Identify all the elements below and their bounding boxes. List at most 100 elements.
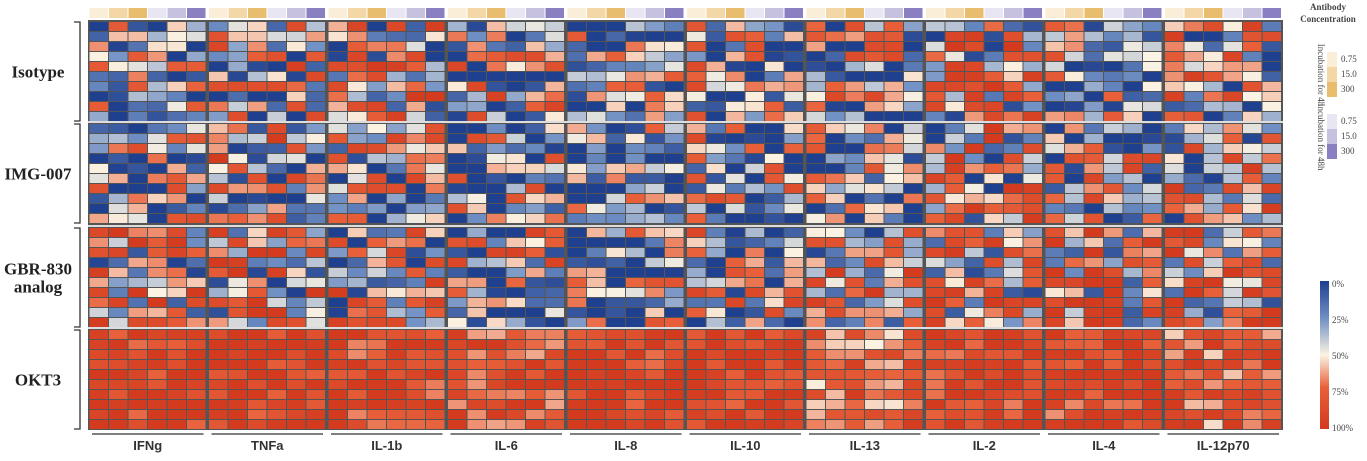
heatmap-cell	[1223, 32, 1242, 41]
heatmap-cell	[1104, 420, 1123, 429]
heatmap-cell	[526, 330, 545, 339]
heatmap-cell	[367, 248, 386, 257]
heatmap-cell	[367, 22, 386, 31]
heatmap-cell	[287, 124, 306, 133]
heatmap-cell	[645, 92, 664, 101]
heatmap-cell	[806, 308, 825, 317]
heatmap-cell	[387, 22, 406, 31]
heatmap-cell	[1065, 82, 1084, 91]
heatmap-cell	[89, 268, 108, 277]
heatmap-cell	[306, 390, 325, 399]
heatmap-cell	[806, 400, 825, 409]
heatmap-cell	[687, 410, 706, 419]
heatmap-cell	[1223, 214, 1242, 223]
heatmap-cell	[367, 360, 386, 369]
heatmap-cell	[567, 360, 586, 369]
heatmap-cell	[784, 62, 803, 71]
heatmap-cell	[826, 92, 845, 101]
heatmap-cell	[1004, 82, 1023, 91]
heatmap-cell	[1004, 174, 1023, 183]
heatmap-cell	[287, 32, 306, 41]
heatmap-cell	[904, 238, 923, 247]
heatmap-cell	[945, 72, 964, 81]
heatmap-cell	[267, 288, 286, 297]
heatmap-cell	[706, 92, 725, 101]
heatmap-cell	[267, 214, 286, 223]
heatmap-cell	[89, 238, 108, 247]
heatmap-cell	[348, 22, 367, 31]
heatmap-cell	[745, 390, 764, 399]
condition-swatch	[665, 8, 684, 18]
heatmap-cell	[965, 134, 984, 143]
heatmap-cell	[348, 248, 367, 257]
heatmap-cell	[687, 112, 706, 121]
heatmap-cell	[1165, 370, 1184, 379]
heatmap-cell	[1045, 154, 1064, 163]
heatmap-cell	[567, 72, 586, 81]
heatmap-cell	[745, 134, 764, 143]
heatmap-cell	[545, 194, 564, 203]
heatmap-cell	[1184, 184, 1203, 193]
heatmap-cell	[1104, 52, 1123, 61]
heatmap-cell	[1143, 288, 1162, 297]
heatmap-cell	[387, 278, 406, 287]
heatmap-cell	[267, 400, 286, 409]
heatmap-cell	[826, 124, 845, 133]
heatmap-cell	[1065, 72, 1084, 81]
heatmap-cell	[545, 82, 564, 91]
heatmap-cell	[1165, 258, 1184, 267]
heatmap-cell	[526, 268, 545, 277]
heatmap-cell	[665, 298, 684, 307]
heatmap-cell	[248, 380, 267, 389]
heatmap-cell	[328, 164, 347, 173]
heatmap-cell	[406, 62, 425, 71]
heatmap-cell	[1045, 72, 1064, 81]
heatmap-cell	[1223, 164, 1242, 173]
heatmap-cell	[306, 400, 325, 409]
heatmap-cell	[328, 72, 347, 81]
heatmap-cell	[587, 380, 606, 389]
heatmap-cell	[965, 82, 984, 91]
heatmap-cell	[448, 82, 467, 91]
heatmap-cell	[606, 204, 625, 213]
condition-swatch	[89, 8, 108, 18]
heatmap-cell	[148, 278, 167, 287]
heatmap-cell	[587, 390, 606, 399]
heatmap-cell	[1084, 298, 1103, 307]
heatmap-cell	[148, 154, 167, 163]
heatmap-cell	[328, 340, 347, 349]
heatmap-cell	[826, 194, 845, 203]
heatmap-cell	[187, 330, 206, 339]
heatmap-cell	[765, 268, 784, 277]
heatmap-cell	[884, 194, 903, 203]
heatmap-cell	[545, 174, 564, 183]
heatmap-cell	[765, 112, 784, 121]
heatmap-cell	[587, 350, 606, 359]
heatmap-cell	[606, 318, 625, 327]
cytokine-label: IL-4	[1092, 438, 1116, 453]
heatmap-cell	[865, 410, 884, 419]
heatmap-cell	[545, 278, 564, 287]
heatmap-cell	[806, 112, 825, 121]
heatmap-cell	[1065, 380, 1084, 389]
heatmap-cell	[726, 144, 745, 153]
heatmap-cell	[1243, 102, 1262, 111]
heatmap-cell	[1243, 164, 1262, 173]
heatmap-cell	[1123, 228, 1142, 237]
heatmap-cell	[926, 174, 945, 183]
heatmap-cell	[984, 400, 1003, 409]
heatmap-cell	[845, 258, 864, 267]
heatmap-cell	[148, 92, 167, 101]
heatmap-cell	[187, 42, 206, 51]
heatmap-cell	[89, 410, 108, 419]
incubation-4h-label: Incubation for 4h	[1316, 44, 1326, 107]
heatmap-cell	[626, 62, 645, 71]
heatmap-cell	[687, 184, 706, 193]
heatmap-cell	[306, 32, 325, 41]
heatmap-cell	[1023, 370, 1042, 379]
heatmap-cell	[687, 22, 706, 31]
heatmap-cell	[826, 72, 845, 81]
heatmap-cell	[865, 258, 884, 267]
heatmap-cell	[1023, 184, 1042, 193]
heatmap-cell	[89, 390, 108, 399]
